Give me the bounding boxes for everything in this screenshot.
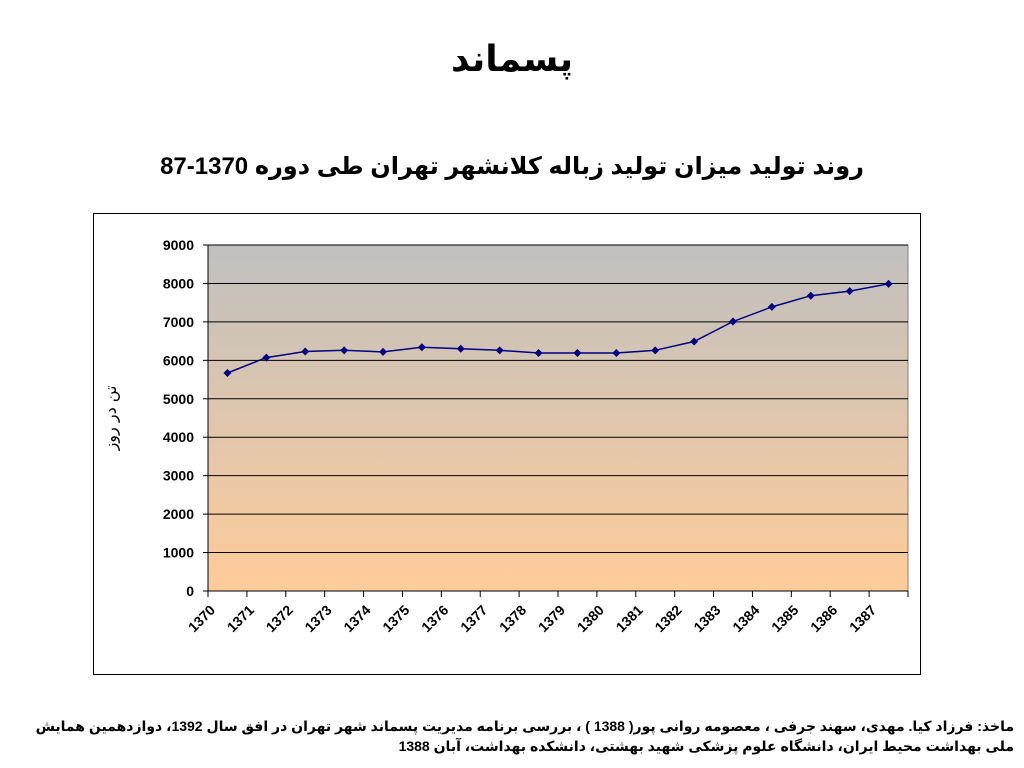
- y-tick-label: 2000: [163, 506, 194, 522]
- x-tick-label: 1373: [301, 602, 334, 635]
- x-tick-label: 1386: [807, 602, 840, 635]
- x-tick-label: 1380: [574, 602, 607, 635]
- y-tick-label: 8000: [163, 275, 194, 291]
- data-point: [534, 349, 543, 358]
- data-point: [456, 344, 465, 353]
- y-tick-label: 4000: [163, 429, 194, 445]
- y-axis-label: تن در روز: [101, 386, 121, 452]
- data-point: [806, 291, 815, 300]
- x-tick-label: 1376: [418, 602, 451, 635]
- data-point: [612, 349, 621, 358]
- x-tick-label: 1370: [185, 602, 218, 635]
- line-chart: 0 1000 2000 3000 4000 5000 6000 7000 8000 9000 137…: [101, 237, 909, 635]
- x-tick-label: 1387: [846, 602, 879, 635]
- x-tick-label: 1371: [224, 602, 257, 635]
- x-tick-label: 1378: [496, 602, 529, 635]
- y-tick-label: 0: [186, 583, 194, 599]
- data-point: [651, 346, 660, 355]
- data-point: [729, 317, 737, 326]
- data-point: [884, 279, 893, 288]
- chart-title: روند تولید میزان تولید زباله کلانشهر تهر…: [160, 153, 864, 180]
- x-tick-label: 1372: [263, 602, 296, 635]
- y-tick-label: 5000: [163, 391, 194, 407]
- series-line: [227, 283, 889, 374]
- data-point: [223, 369, 232, 378]
- data-point: [767, 302, 776, 311]
- x-tick-label: 1375: [379, 602, 412, 635]
- data-point: [690, 337, 699, 346]
- x-tick-label: 1379: [535, 602, 568, 635]
- x-tick-label: 1382: [651, 602, 684, 635]
- data-point: [379, 347, 387, 356]
- y-tick-label: 1000: [163, 545, 194, 561]
- data-point: [262, 353, 271, 362]
- data-point: [340, 346, 349, 355]
- data-point: [301, 347, 310, 356]
- chart-frame: 0 1000 2000 3000 4000 5000 6000 7000 8000 9000 137…: [93, 213, 921, 675]
- data-point: [845, 287, 854, 296]
- slide-title: پسماند: [450, 38, 574, 79]
- y-tick-label: 3000: [163, 468, 194, 484]
- x-tick-label: 1381: [613, 602, 646, 635]
- data-point: [495, 346, 504, 355]
- x-tick-label: 1377: [457, 602, 490, 635]
- data-point: [573, 349, 582, 358]
- data-point: [417, 343, 426, 352]
- y-tick-label: 7000: [163, 314, 194, 330]
- x-tick-label: 1385: [768, 602, 801, 635]
- x-tick-label: 1384: [729, 602, 762, 635]
- source-citation: ماخذ: فرزاد کیا. مهدی، سهند جرفی ، معصوم…: [35, 718, 1014, 754]
- gridlines: [208, 244, 908, 554]
- x-tick-label: 1383: [690, 602, 723, 635]
- y-tick-label: 6000: [163, 352, 194, 368]
- data-series: [223, 279, 893, 378]
- plot-area: [207, 244, 909, 592]
- x-tick-label: 1374: [340, 602, 373, 635]
- y-tick-label: 9000: [163, 237, 194, 253]
